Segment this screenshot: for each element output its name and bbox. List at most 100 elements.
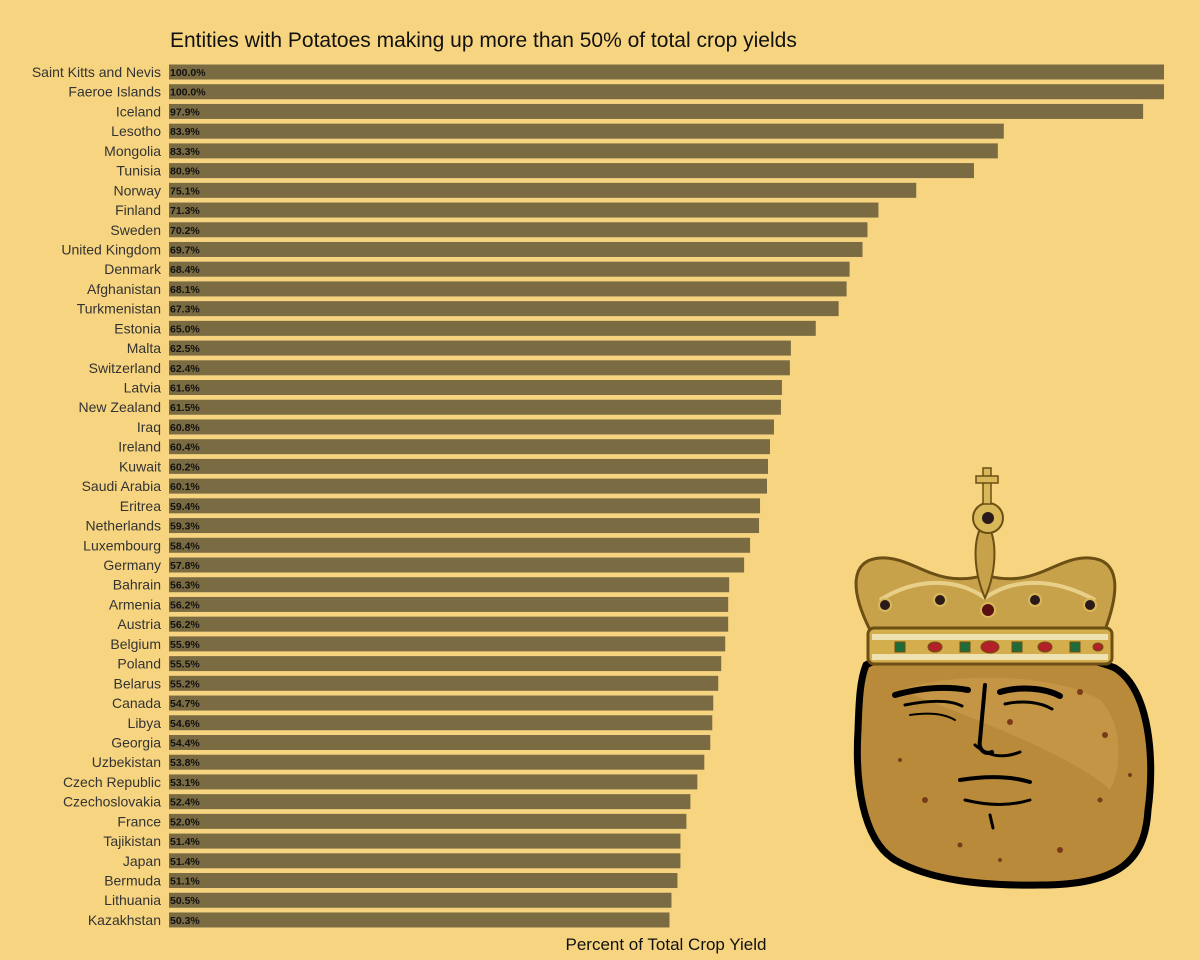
value-label: 60.4% xyxy=(170,442,200,454)
category-label: United Kingdom xyxy=(61,241,161,257)
bar xyxy=(169,873,678,889)
category-label: Canada xyxy=(112,695,161,711)
category-label: Malta xyxy=(127,340,161,356)
bar xyxy=(169,84,1164,100)
value-label: 71.3% xyxy=(170,205,200,217)
category-label: Saint Kitts and Nevis xyxy=(32,64,161,80)
bar xyxy=(169,813,687,829)
bar xyxy=(169,734,711,750)
bar xyxy=(169,261,850,277)
category-label: Tajikistan xyxy=(103,833,161,849)
category-label: Ireland xyxy=(118,439,161,455)
bars-group: Saint Kitts and Nevis 100.0% Faeroe Island… xyxy=(32,64,1164,928)
bar xyxy=(169,340,791,356)
category-label: France xyxy=(117,813,161,829)
category-label: Belarus xyxy=(114,675,161,691)
value-label: 97.9% xyxy=(170,106,200,118)
value-label: 57.8% xyxy=(170,560,200,572)
bar xyxy=(169,892,672,908)
value-label: 55.9% xyxy=(170,639,200,651)
value-label: 53.1% xyxy=(170,777,200,789)
value-label: 75.1% xyxy=(170,185,200,197)
value-label: 65.0% xyxy=(170,323,200,335)
category-label: Japan xyxy=(123,853,161,869)
bar xyxy=(169,833,681,849)
value-label: 60.2% xyxy=(170,461,200,473)
category-label: Sweden xyxy=(110,222,161,238)
category-label: Saudi Arabia xyxy=(82,478,162,494)
category-label: Latvia xyxy=(124,380,162,396)
value-label: 62.4% xyxy=(170,363,200,375)
bar xyxy=(169,695,714,711)
bar xyxy=(169,64,1164,80)
bar xyxy=(169,754,705,770)
value-label: 80.9% xyxy=(170,166,200,178)
bar xyxy=(169,912,670,928)
category-label: Libya xyxy=(128,715,162,731)
category-label: Armenia xyxy=(109,596,161,612)
bar xyxy=(169,557,745,573)
value-label: 100.0% xyxy=(170,67,206,79)
bar xyxy=(169,320,816,336)
bar xyxy=(169,478,767,494)
category-label: Uzbekistan xyxy=(92,754,161,770)
category-label: Mongolia xyxy=(104,143,161,159)
category-label: Norway xyxy=(114,182,161,198)
value-label: 52.4% xyxy=(170,797,200,809)
bar xyxy=(169,103,1144,119)
crowned-potato-illustration xyxy=(853,467,1155,889)
value-label: 51.1% xyxy=(170,876,200,888)
category-label: Georgia xyxy=(111,734,161,750)
value-label: 52.0% xyxy=(170,816,200,828)
bar xyxy=(169,498,761,514)
value-label: 83.3% xyxy=(170,146,200,158)
bar xyxy=(169,458,768,474)
value-label: 100.0% xyxy=(170,87,206,99)
bar xyxy=(169,537,751,553)
value-label: 70.2% xyxy=(170,225,200,237)
value-label: 53.8% xyxy=(170,757,200,769)
category-label: Eritrea xyxy=(120,498,161,514)
value-label: 61.5% xyxy=(170,402,200,414)
category-label: Bermuda xyxy=(104,873,161,889)
value-label: 69.7% xyxy=(170,244,200,256)
category-label: Iraq xyxy=(137,419,161,435)
category-label: Poland xyxy=(117,656,161,672)
bar xyxy=(169,399,781,415)
bar xyxy=(169,596,729,612)
value-label: 67.3% xyxy=(170,304,200,316)
bar xyxy=(169,301,839,317)
category-label: Finland xyxy=(115,202,161,218)
bar xyxy=(169,518,760,534)
bar xyxy=(169,360,790,376)
bar xyxy=(169,675,719,691)
value-label: 59.4% xyxy=(170,501,200,513)
value-label: 54.7% xyxy=(170,698,200,710)
category-label: Belgium xyxy=(110,636,161,652)
value-label: 68.4% xyxy=(170,264,200,276)
category-label: Afghanistan xyxy=(87,281,161,297)
category-label: Luxembourg xyxy=(83,537,161,553)
value-label: 62.5% xyxy=(170,343,200,355)
category-label: Lesotho xyxy=(111,123,161,139)
value-label: 50.5% xyxy=(170,895,200,907)
category-label: Netherlands xyxy=(86,518,162,534)
value-label: 55.2% xyxy=(170,678,200,690)
potato-spots xyxy=(898,689,1132,862)
value-label: 51.4% xyxy=(170,836,200,848)
bar xyxy=(169,380,782,396)
category-label: Czech Republic xyxy=(63,774,161,790)
category-label: Switzerland xyxy=(89,360,161,376)
category-label: Germany xyxy=(103,557,161,573)
bar xyxy=(169,222,868,238)
category-label: Kuwait xyxy=(119,458,161,474)
bar xyxy=(169,439,770,455)
value-label: 54.4% xyxy=(170,737,200,749)
crown-band-jewels xyxy=(894,640,1104,654)
chart-title: Entities with Potatoes making up more th… xyxy=(170,29,797,52)
category-label: New Zealand xyxy=(79,399,162,415)
category-label: Iceland xyxy=(116,103,161,119)
value-label: 59.3% xyxy=(170,521,200,533)
category-label: Lithuania xyxy=(104,892,161,908)
